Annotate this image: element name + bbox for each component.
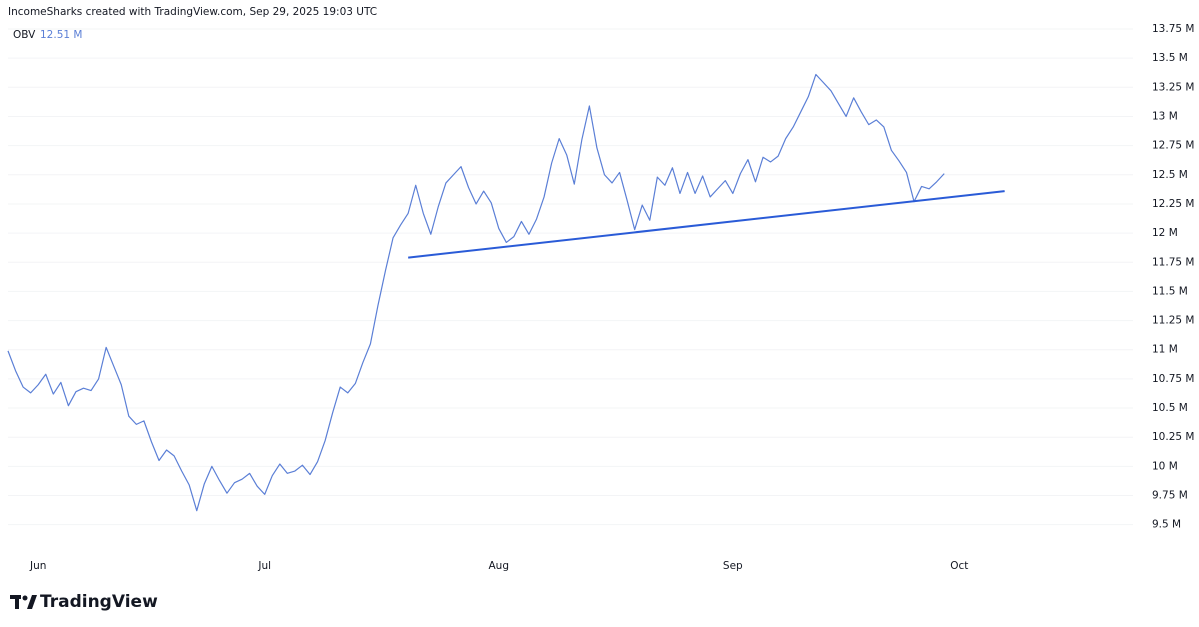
y-tick-label: 13.75 M: [1152, 23, 1194, 35]
y-tick-label: 13.5 M: [1152, 52, 1188, 64]
y-tick-label: 10.5 M: [1152, 402, 1188, 414]
header: IncomeSharks created with TradingView.co…: [8, 6, 377, 18]
logo-icon: [10, 595, 37, 609]
trend-line: [408, 190, 1005, 259]
y-tick-label: 11.5 M: [1152, 285, 1188, 297]
x-tick-label: Jun: [29, 560, 46, 572]
y-tick-label: 12.25 M: [1152, 198, 1194, 210]
y-tick-label: 12.75 M: [1152, 140, 1194, 152]
x-tick-label: Oct: [950, 560, 968, 572]
y-tick-label: 9.75 M: [1152, 490, 1188, 502]
y-tick-label: 13.25 M: [1152, 81, 1194, 93]
y-tick-label: 9.5 M: [1152, 519, 1181, 531]
legend-value: 12.51 M: [40, 29, 82, 41]
legend-name: OBV: [13, 29, 36, 41]
y-tick-label: 11.75 M: [1152, 256, 1194, 268]
y-tick-label: 11.25 M: [1152, 315, 1194, 327]
y-tick-label: 10 M: [1152, 460, 1178, 472]
y-tick-label: 10.75 M: [1152, 373, 1194, 385]
y-tick-label: 12.5 M: [1152, 169, 1188, 181]
y-tick-label: 11 M: [1152, 344, 1178, 356]
y-tick-label: 10.25 M: [1152, 431, 1194, 443]
obv-line: [7, 73, 945, 512]
y-tick-label: 12 M: [1152, 227, 1178, 239]
x-tick-label: Jul: [257, 560, 271, 572]
x-tick-label: Aug: [489, 560, 510, 572]
x-tick-label: Sep: [723, 560, 743, 572]
logo-text: TradingView: [40, 592, 158, 612]
y-tick-label: 13 M: [1152, 110, 1178, 122]
